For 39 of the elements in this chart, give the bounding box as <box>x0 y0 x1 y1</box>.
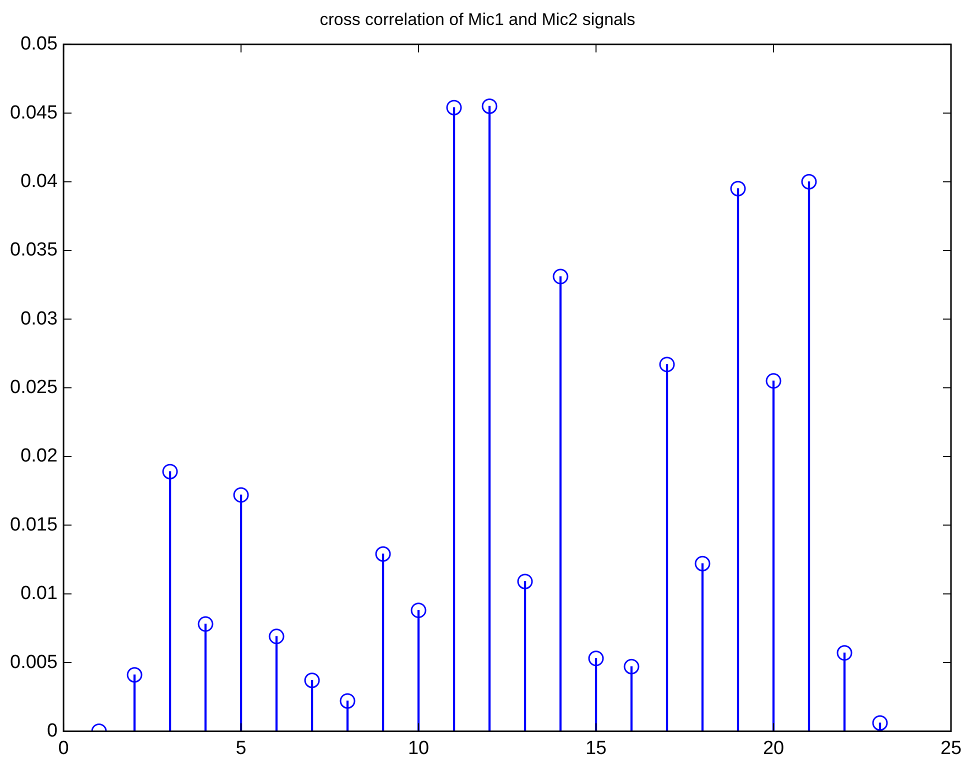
y-tick-label: 0.02 <box>20 446 58 467</box>
point <box>126 667 142 683</box>
point <box>446 100 462 116</box>
y-tick-label: 0.005 <box>10 652 58 673</box>
point <box>836 645 852 661</box>
point <box>482 98 498 114</box>
point <box>198 616 214 632</box>
point <box>340 693 356 709</box>
x-tick-label: 25 <box>940 738 962 759</box>
y-tick-label: 0.035 <box>10 240 58 261</box>
y-tick-label: 0.05 <box>20 34 58 55</box>
x-tick-label: 20 <box>762 738 784 759</box>
x-tick-label: 10 <box>408 738 430 759</box>
y-tick-label: 0.04 <box>20 170 58 192</box>
x-tick-label: 15 <box>585 738 607 759</box>
point <box>162 464 178 480</box>
y-tick-label: 0 <box>46 720 58 742</box>
point <box>304 672 320 688</box>
point <box>552 268 568 284</box>
y-tick-label: 0.045 <box>10 102 58 124</box>
point <box>659 356 675 372</box>
point <box>410 602 426 618</box>
point <box>588 650 604 666</box>
point <box>517 574 533 590</box>
y-tick-label: 0.03 <box>20 308 58 330</box>
point <box>730 180 746 196</box>
x-tick-label: 5 <box>236 738 246 759</box>
point <box>624 658 640 674</box>
point <box>375 546 391 562</box>
point <box>801 174 817 190</box>
y-tick-label: 0.015 <box>10 514 58 536</box>
point <box>694 556 710 572</box>
chart-title: cross correlation of Mic1 and Mic2 signals <box>320 10 636 29</box>
y-tick-label: 0.01 <box>20 583 58 604</box>
point <box>233 487 249 503</box>
y-tick-label: 0.025 <box>10 377 58 398</box>
point <box>268 628 284 644</box>
point <box>872 715 888 731</box>
point <box>766 373 782 389</box>
